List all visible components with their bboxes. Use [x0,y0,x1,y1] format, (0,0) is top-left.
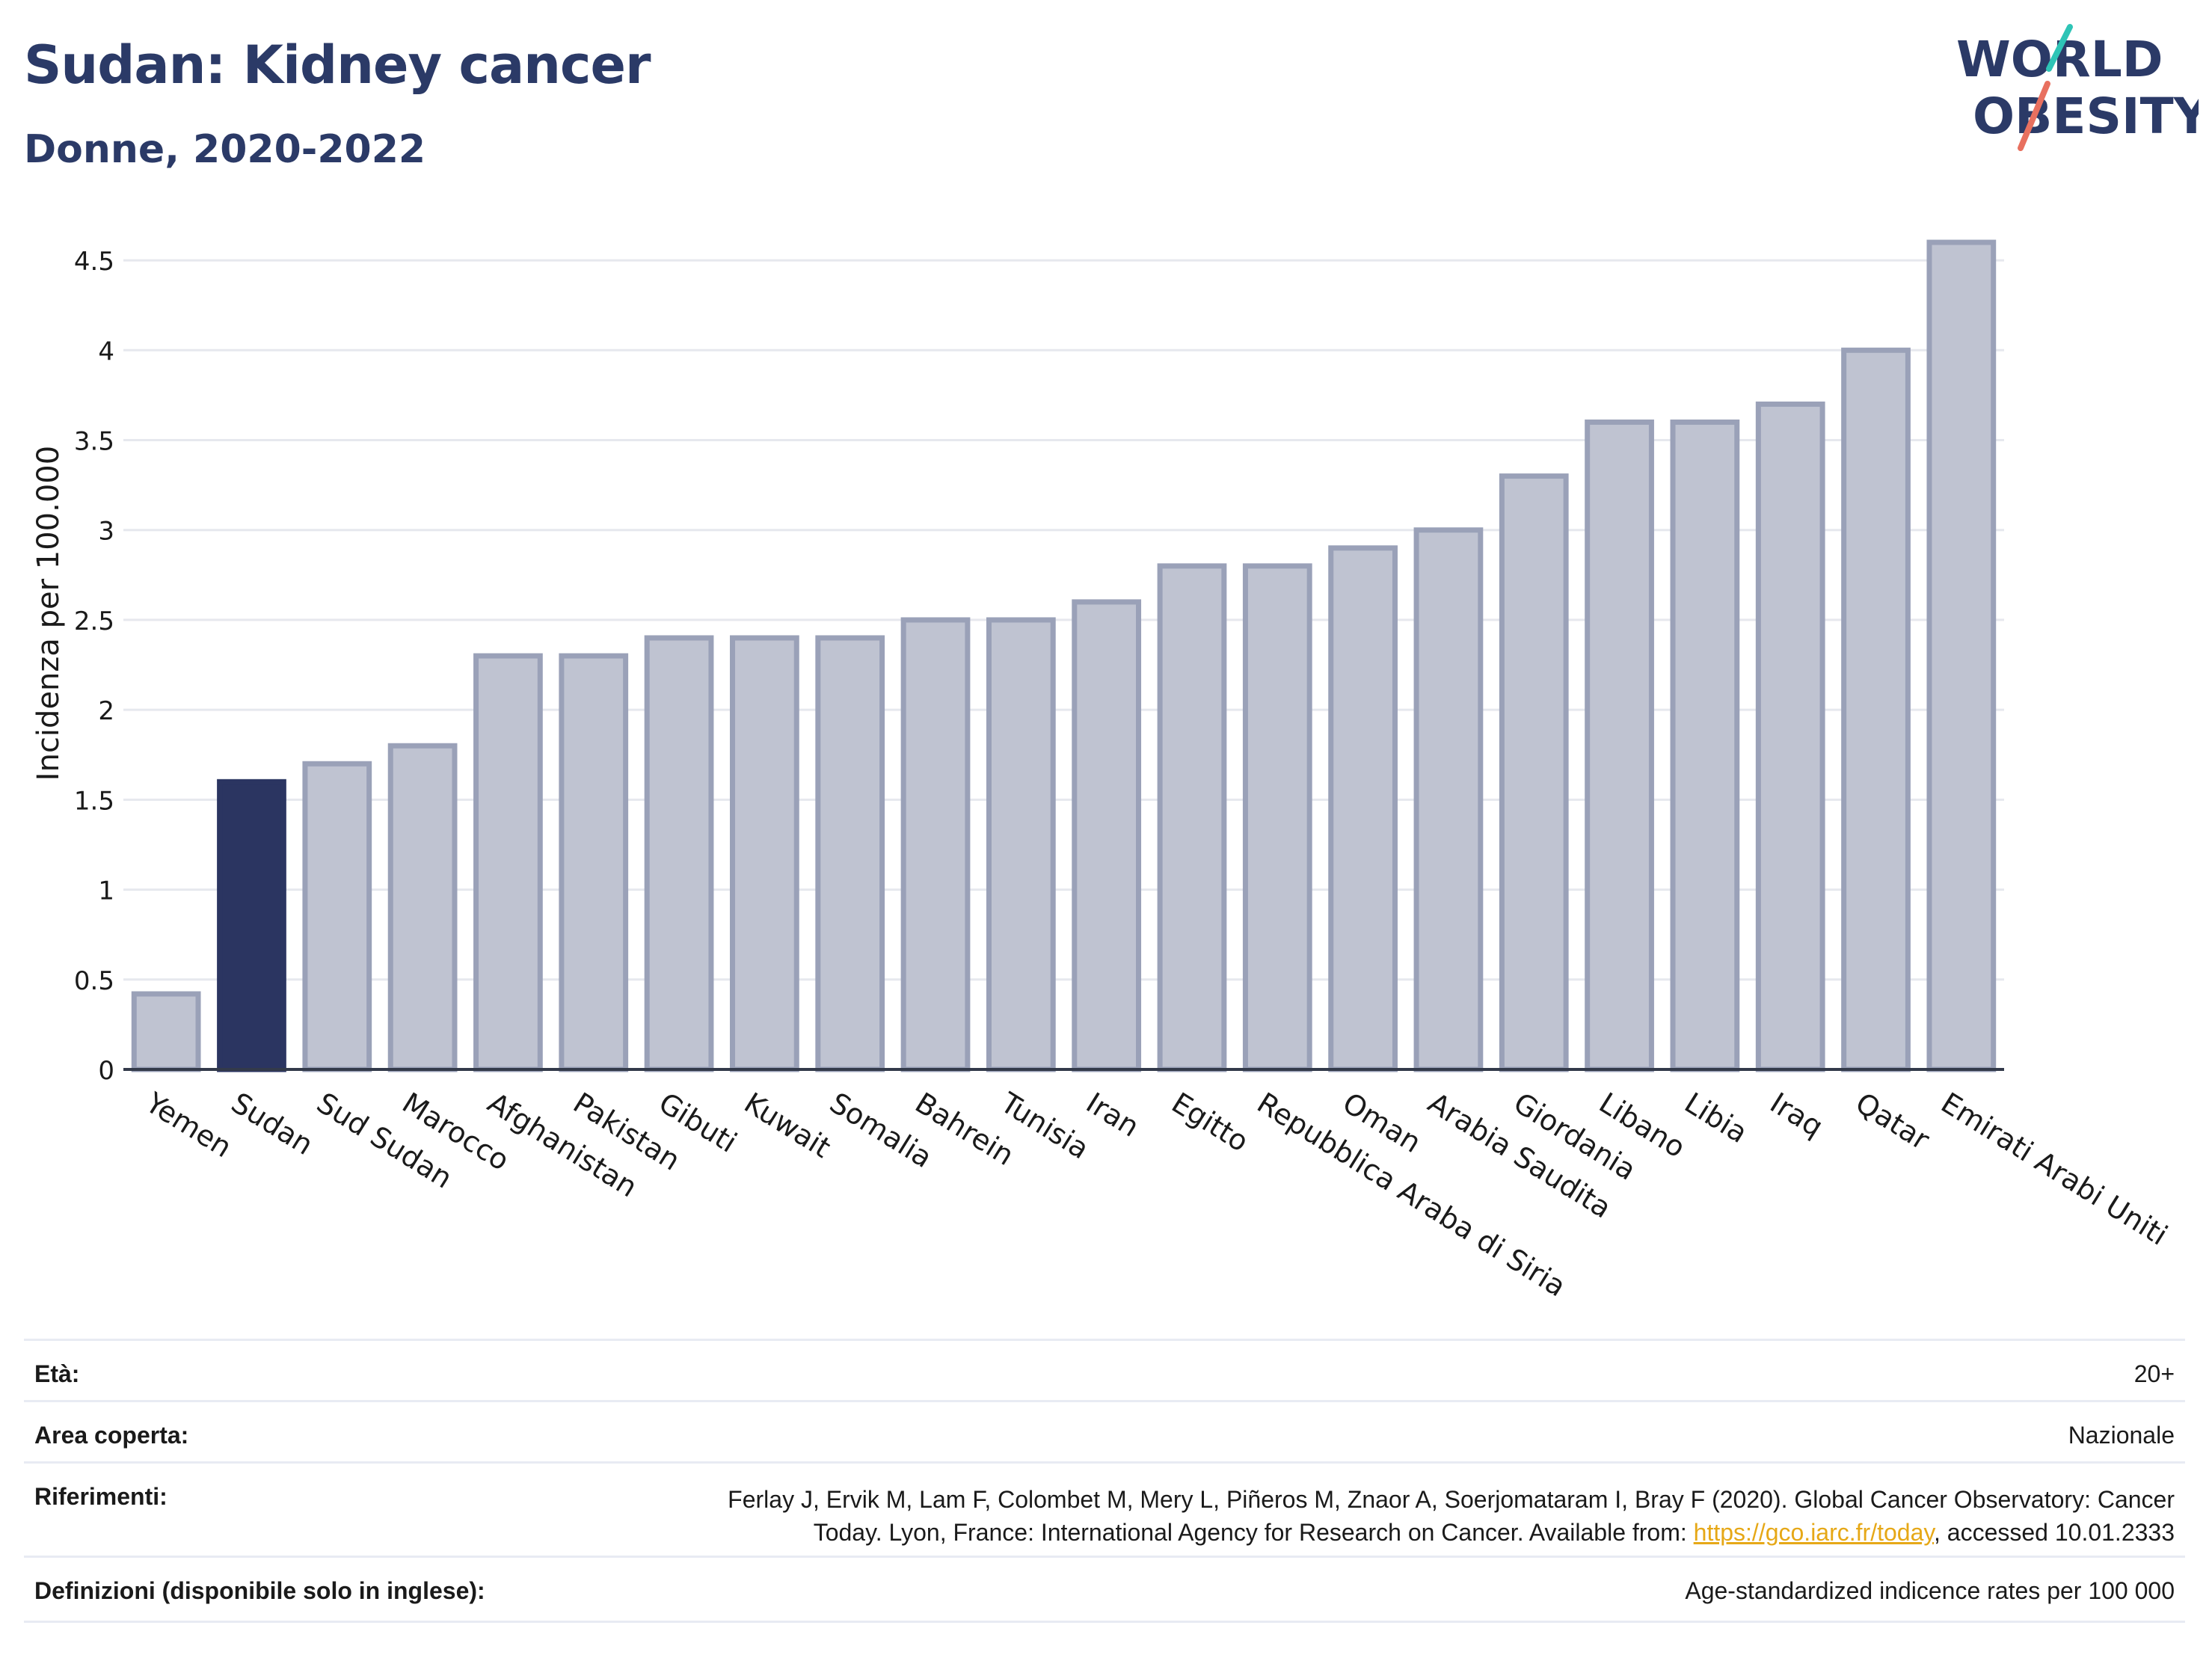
meta-value-age: 20+ [2133,1360,2175,1387]
y-tick-label: 0.5 [74,966,114,996]
bar-emirati-arabi-uniti[interactable] [1926,239,1997,1072]
meta-key-area: Area coperta: [34,1422,189,1449]
meta-value-definitions: Age-standardized indicence rates per 100… [1685,1577,2175,1604]
bar-somalia[interactable] [815,635,885,1072]
bar-afghanistan[interactable] [473,653,543,1072]
meta-key-references: Riferimenti: [34,1483,168,1510]
x-tick-label: Iraq [1764,1086,1828,1143]
bar-egitto[interactable] [1157,563,1227,1072]
reference-line-2: Today. Lyon, France: International Agenc… [728,1516,2175,1549]
bar-libia[interactable] [1670,419,1740,1072]
meta-key-age: Età: [34,1360,80,1387]
bar-pakistan[interactable] [559,653,629,1072]
reference-line-2-text: Today. Lyon, France: International Agenc… [813,1519,1694,1546]
logo-text-world: WORLD [1956,31,2163,88]
reference-suffix: , accessed 10.01.2333 [1933,1519,2175,1546]
logo-slash-coral [2018,81,2050,151]
bar-iraq[interactable] [1755,401,1825,1072]
x-tick-label: Emirati Arabi Uniti [1935,1086,2173,1252]
y-tick-label: 3.5 [74,427,114,457]
meta-value-references: Ferlay J, Ervik M, Lam F, Colombet M, Me… [728,1483,2175,1549]
reference-line-1: Ferlay J, Ervik M, Lam F, Colombet M, Me… [728,1486,2175,1513]
bar-qatar[interactable] [1841,347,1911,1072]
y-tick-label: 0 [98,1056,114,1086]
bar-oman[interactable] [1328,545,1398,1072]
bar-arabia-saudita[interactable] [1413,527,1484,1072]
y-axis-label: Incidenza per 100.000 [31,446,66,781]
meta-row-age: Età: 20+ [24,1339,2185,1402]
meta-row-definitions: Definizioni (disponibile solo in inglese… [24,1556,2185,1623]
chart-subtitle: Donne, 2020-2022 [24,127,426,172]
chart-title: Sudan: Kidney cancer [24,34,651,96]
bar-iran[interactable] [1072,599,1142,1072]
meta-key-definitions: Definizioni (disponibile solo in inglese… [34,1577,485,1604]
x-tick-label: Sudan [226,1086,319,1161]
reference-link[interactable]: https://gco.iarc.fr/today [1693,1519,1934,1546]
x-tick-label: Kuwait [739,1086,837,1164]
y-tick-label: 1.5 [74,786,114,816]
y-tick-label: 1 [98,876,114,906]
bar-repubblica-araba-di-siria[interactable] [1242,563,1312,1072]
bar-tunisia[interactable] [986,617,1056,1072]
x-tick-label: Yemen [140,1086,238,1164]
bar-yemen[interactable] [131,991,201,1072]
y-tick-label: 4 [98,337,114,366]
logo-text-obesity: OBESITY [1973,87,2199,145]
y-tick-label: 2.5 [74,607,114,636]
x-tick-label: Egitto [1166,1086,1254,1158]
y-tick-label: 3 [98,517,114,547]
bar-giordania[interactable] [1499,473,1569,1072]
logo-slash-teal [2046,24,2073,72]
meta-value-area: Nazionale [2068,1422,2175,1449]
meta-row-references: Riferimenti: Ferlay J, Ervik M, Lam F, C… [24,1461,2185,1558]
bar-gibuti[interactable] [644,635,714,1072]
meta-row-area: Area coperta: Nazionale [24,1400,2185,1464]
bar-sudan[interactable] [217,779,286,1072]
bar-sud-sudan[interactable] [302,761,372,1072]
bar-kuwait[interactable] [730,635,799,1072]
x-tick-label: Qatar [1850,1086,1935,1156]
bar-marocco[interactable] [387,743,458,1072]
y-tick-label: 4.5 [74,247,114,277]
bar-libano[interactable] [1585,419,1654,1072]
world-obesity-logo: WORLD OBESITY [1956,24,2199,151]
y-tick-label: 2 [98,696,114,726]
bar-bahrein[interactable] [900,617,971,1072]
x-tick-label: Libia [1679,1086,1753,1149]
